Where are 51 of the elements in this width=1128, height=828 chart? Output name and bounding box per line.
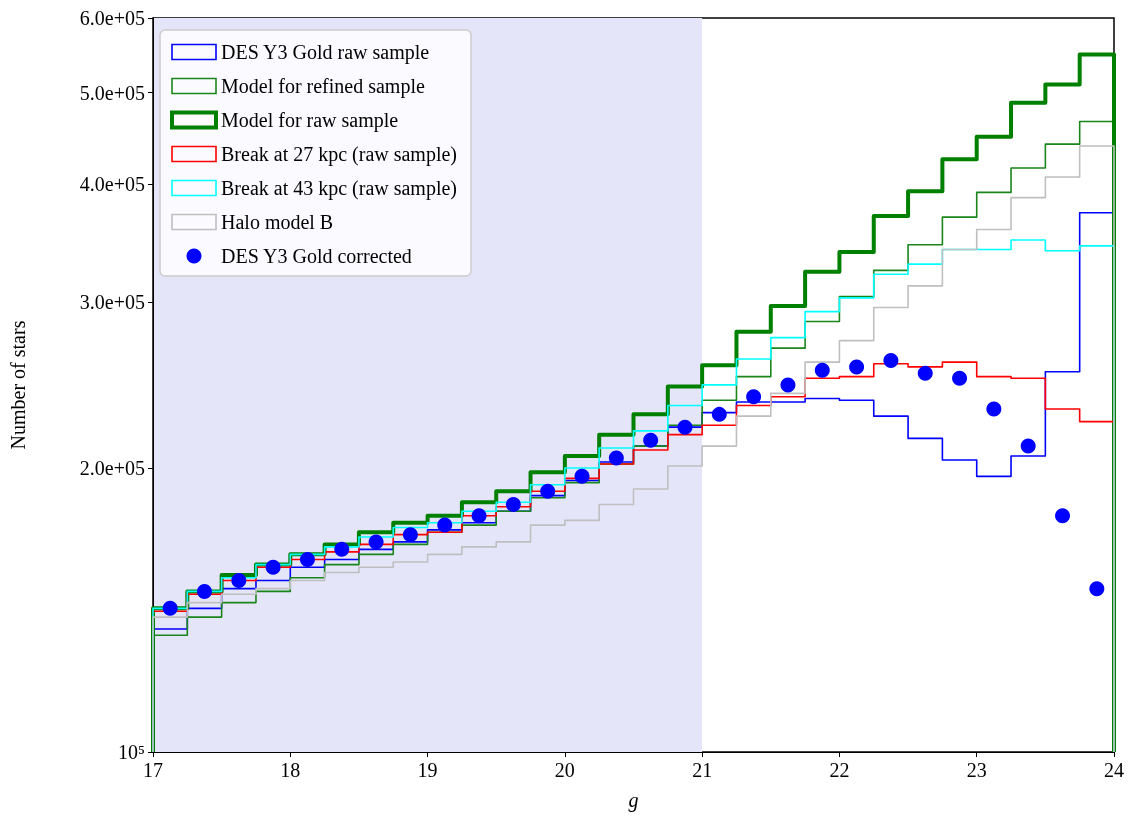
point <box>162 600 178 616</box>
x-tick-label: 21 <box>692 759 713 781</box>
y-tick-label: 10⁵ <box>118 741 145 763</box>
point <box>540 483 556 499</box>
y-tick-label: 6.0e+05 <box>79 7 145 29</box>
point <box>746 389 762 405</box>
point <box>334 541 350 557</box>
point <box>299 551 315 567</box>
x-tick-label: 24 <box>1104 759 1124 781</box>
legend-label: DES Y3 Gold raw sample <box>221 41 430 64</box>
legend-label: DES Y3 Gold corrected <box>221 245 412 267</box>
y-tick-label: 3.0e+05 <box>79 290 145 313</box>
point <box>505 496 521 512</box>
point <box>780 377 796 393</box>
point <box>1055 508 1071 524</box>
point <box>574 468 590 484</box>
point <box>471 508 487 524</box>
point <box>1020 438 1036 454</box>
legend-label: Model for refined sample <box>221 75 425 98</box>
y-tick-label: 5.0e+05 <box>79 81 145 104</box>
legend-label: Halo model B <box>221 211 334 233</box>
point <box>711 406 727 422</box>
point <box>677 419 693 435</box>
point <box>437 517 453 533</box>
x-tick-label: 18 <box>280 759 301 781</box>
x-tick-label: 19 <box>417 759 438 781</box>
point <box>814 362 830 378</box>
point <box>917 365 933 381</box>
y-axis-title: Number of stars <box>7 320 29 450</box>
y-tick-label: 2.0e+05 <box>79 457 145 480</box>
x-axis-title: g <box>628 789 639 812</box>
point <box>265 559 281 575</box>
point <box>608 450 624 466</box>
legend-label: Break at 43 kpc (raw sample) <box>221 177 458 200</box>
x-tick-label: 23 <box>966 759 987 781</box>
point <box>883 353 899 369</box>
point <box>231 572 247 588</box>
point <box>643 432 659 448</box>
point <box>952 370 968 386</box>
x-tick-label: 20 <box>554 759 575 781</box>
point <box>402 527 418 543</box>
x-tick-label: 17 <box>143 759 163 781</box>
point <box>1089 581 1105 597</box>
legend-label: Break at 27 kpc (raw sample) <box>221 143 458 166</box>
point <box>368 534 384 550</box>
y-tick-label: 4.0e+05 <box>79 173 145 196</box>
point <box>986 401 1002 417</box>
point <box>849 359 865 375</box>
legend-label: Model for raw sample <box>221 109 399 132</box>
point <box>197 583 212 599</box>
x-tick-label: 22 <box>829 759 850 781</box>
